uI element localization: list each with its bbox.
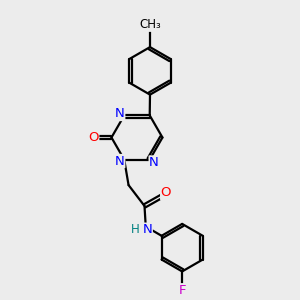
Text: O: O	[88, 131, 99, 144]
Text: N: N	[115, 107, 125, 121]
Text: F: F	[178, 284, 186, 297]
Text: O: O	[161, 186, 171, 200]
Text: N: N	[149, 156, 159, 169]
Text: H: H	[130, 223, 139, 236]
Text: CH₃: CH₃	[139, 18, 161, 31]
Text: N: N	[142, 223, 152, 236]
Text: N: N	[115, 154, 125, 167]
